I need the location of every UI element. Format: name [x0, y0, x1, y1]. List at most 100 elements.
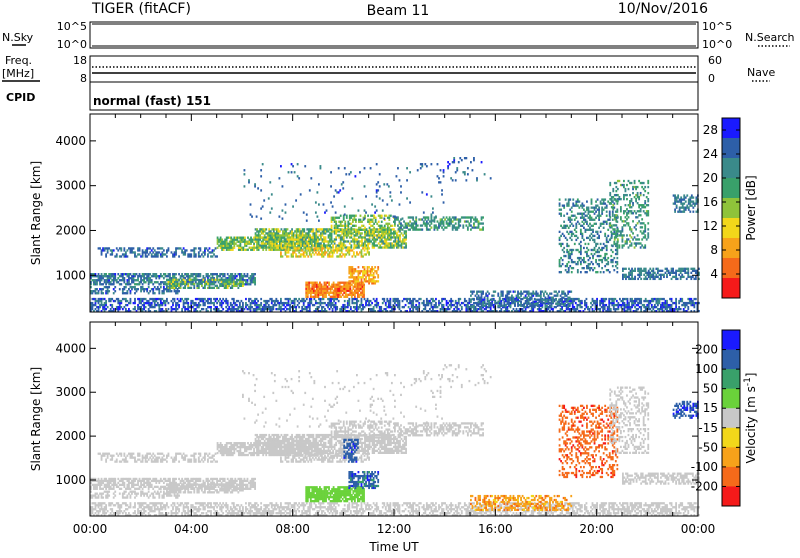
echo-cell [142, 300, 144, 302]
echo-cell [239, 302, 241, 304]
echo-cell [452, 228, 454, 230]
echo-cell [101, 273, 103, 275]
echo-cell [487, 295, 489, 297]
echo-cell [278, 304, 280, 306]
echo-cell [250, 308, 252, 310]
echo-cell [231, 273, 233, 275]
echo-cell [418, 306, 420, 308]
echo-cell [358, 278, 360, 280]
echo-cell [155, 277, 157, 279]
echo-cell [592, 298, 594, 300]
echo-cell [472, 293, 474, 295]
echo-cell [140, 277, 142, 279]
echo-cell [353, 242, 355, 244]
echo-cell [114, 273, 116, 275]
echo-cell [139, 249, 141, 251]
echo-cell [543, 295, 545, 297]
echo-cell [309, 306, 311, 308]
echo-cell [577, 249, 579, 251]
echo-cell [192, 279, 194, 281]
echo-cell [385, 304, 387, 306]
echo-cell [379, 244, 381, 246]
echo-cell [338, 300, 340, 302]
echo-cell [389, 304, 391, 306]
echo-cell [323, 298, 325, 300]
echo-cell [358, 280, 360, 282]
echo-cell [137, 288, 139, 290]
echo-cell [666, 308, 668, 310]
echo-cell [571, 251, 573, 253]
echo-cell [535, 291, 537, 293]
echo-cell [210, 300, 212, 302]
echo-cell [326, 251, 328, 253]
echo-cell [356, 304, 358, 306]
echo-cell [397, 298, 399, 300]
echo-cell [268, 300, 270, 302]
echo-cell [137, 277, 139, 279]
echo-cell [577, 237, 579, 239]
radar-title: TIGER (fitACF) [91, 1, 191, 17]
echo-cell [285, 253, 287, 255]
echo-cell [199, 304, 201, 306]
echo-cell [247, 273, 249, 275]
echo-cell [566, 231, 568, 233]
echo-cell [421, 224, 423, 226]
echo-cell [308, 244, 310, 246]
echo-cell [340, 223, 342, 225]
echo-cell [572, 267, 574, 269]
echo-cell [397, 218, 399, 220]
echo-cell [297, 249, 299, 251]
echo-cell [108, 247, 110, 249]
echo-cell [180, 281, 182, 283]
echo-cell [444, 298, 446, 300]
echo-cell [544, 291, 546, 293]
echo-cell [96, 281, 98, 283]
echo-cell [148, 300, 150, 302]
echo-cell [240, 273, 242, 275]
echo-cell [136, 290, 138, 292]
echo-cell [444, 218, 446, 220]
echo-cell [400, 222, 402, 224]
echo-cell [223, 249, 225, 251]
echo-cell [358, 300, 360, 302]
echo-cell [367, 244, 369, 246]
echo-cell [204, 285, 206, 287]
echo-cell [370, 272, 372, 274]
echo-cell [157, 253, 159, 255]
echo-cell [510, 305, 512, 307]
echo-cell [578, 298, 580, 300]
echo-cell [357, 229, 359, 231]
echo-cell [589, 223, 591, 225]
echo-cell [190, 287, 192, 289]
echo-cell [602, 302, 604, 304]
echo-cell [268, 242, 270, 244]
echo-cell [341, 251, 343, 253]
echo-cell [113, 283, 115, 285]
echo-cell [122, 308, 124, 310]
echo-cell [361, 240, 363, 242]
echo-cell [571, 231, 573, 233]
echo-cell [453, 304, 455, 306]
echo-cell [319, 282, 321, 284]
echo-cell [207, 249, 209, 251]
echo-cell [403, 306, 405, 308]
echo-cell [481, 308, 483, 310]
echo-cell [213, 302, 215, 304]
echo-cell [134, 302, 136, 304]
echo-cell [347, 221, 349, 223]
echo-cell [399, 230, 401, 232]
echo-cell [245, 306, 247, 308]
echo-cell [586, 215, 588, 217]
echo-cell [385, 240, 387, 242]
echo-cell [596, 300, 598, 302]
echo-cell [571, 271, 573, 273]
echo-cell [534, 305, 536, 307]
echo-cell [368, 251, 370, 253]
echo-cell [282, 247, 284, 249]
echo-cell [216, 306, 218, 308]
echo-cell [220, 237, 222, 239]
echo-cell [377, 276, 379, 278]
echo-cell [482, 303, 484, 305]
echo-cell [335, 236, 337, 238]
echo-cell [172, 302, 174, 304]
